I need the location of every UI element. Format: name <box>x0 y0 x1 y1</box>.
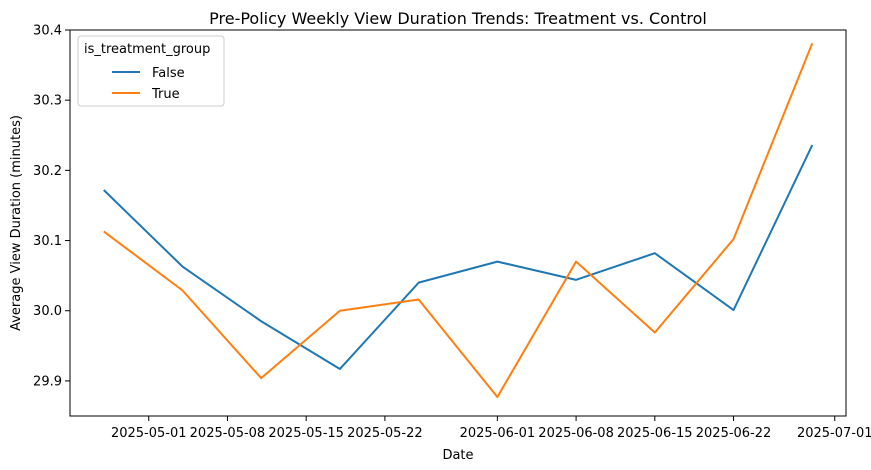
x-tick-label: 2025-05-22 <box>347 426 423 441</box>
x-tick-label: 2025-07-01 <box>797 426 871 441</box>
y-tick-label: 30.4 <box>33 24 62 39</box>
x-tick-label: 2025-06-08 <box>538 426 614 441</box>
legend-title: is_treatment_group <box>84 42 210 57</box>
y-tick-label: 29.9 <box>33 374 62 389</box>
x-tick-label: 2025-06-22 <box>696 426 772 441</box>
y-tick-label: 30.2 <box>33 164 62 179</box>
y-tick-label: 30.1 <box>33 234 62 249</box>
x-axis-title: Date <box>442 448 473 463</box>
legend-items: False True <box>112 66 185 102</box>
y-tick-label: 30.3 <box>33 94 62 109</box>
legend-label-false: False <box>152 66 185 81</box>
series-line-true <box>103 42 814 399</box>
x-tick-label: 2025-05-15 <box>268 426 344 441</box>
series-line-false <box>103 144 814 370</box>
y-axis: 29.9 30.0 30.1 30.2 30.3 30.4 <box>33 24 70 389</box>
legend-box <box>77 35 225 107</box>
x-tick-label: 2025-06-15 <box>617 426 693 441</box>
x-tick-label: 2025-05-08 <box>190 426 266 441</box>
x-tick-label: 2025-06-01 <box>460 426 536 441</box>
x-axis: 2025-05-01 2025-05-08 2025-05-15 2025-05-22… <box>111 416 871 441</box>
series-lines <box>103 42 814 399</box>
y-tick-label: 30.0 <box>33 304 62 319</box>
x-tick-label: 2025-05-01 <box>111 426 187 441</box>
plot-frame <box>69 29 847 417</box>
legend-label-true: True <box>151 87 180 102</box>
chart-title: Pre-Policy Weekly View Duration Trends: … <box>209 9 707 28</box>
legend: is_treatment_group False True <box>77 35 225 107</box>
y-axis-title: Average View Duration (minutes) <box>9 115 24 331</box>
